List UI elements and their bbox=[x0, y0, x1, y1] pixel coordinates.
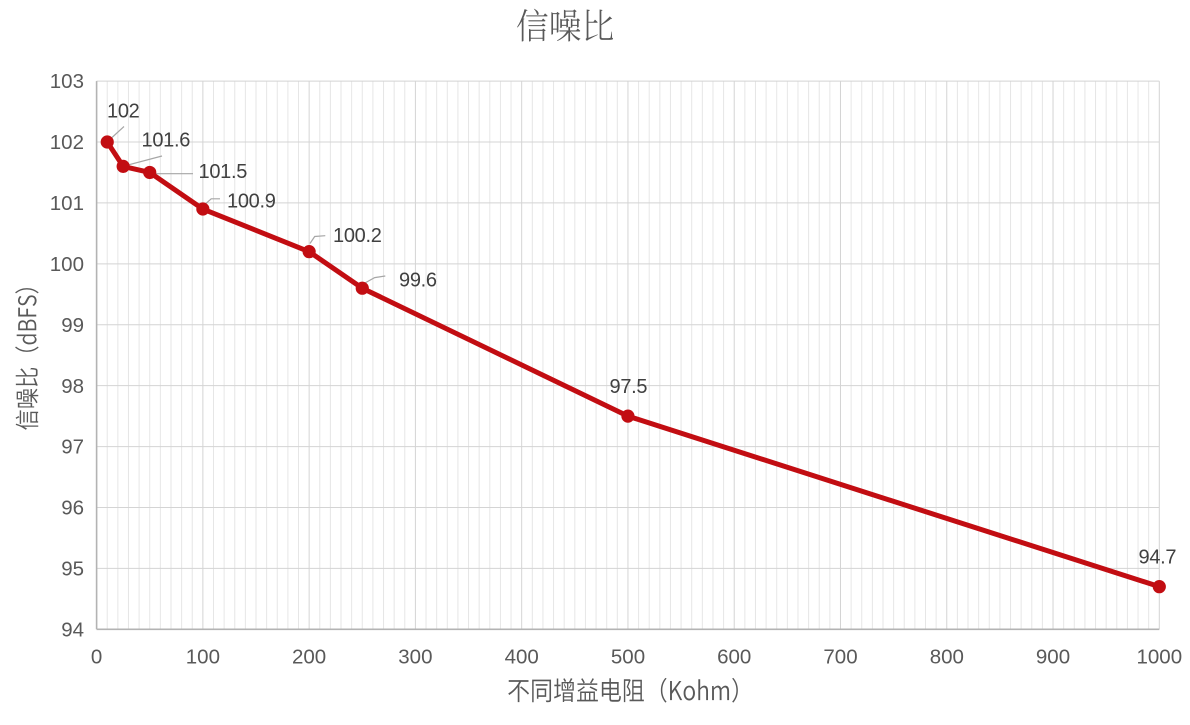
svg-text:101: 101 bbox=[50, 192, 84, 215]
svg-text:102: 102 bbox=[107, 101, 140, 123]
svg-text:100.2: 100.2 bbox=[333, 225, 382, 247]
svg-text:700: 700 bbox=[823, 646, 857, 669]
svg-text:100.9: 100.9 bbox=[227, 191, 276, 213]
svg-text:0: 0 bbox=[91, 646, 102, 669]
svg-text:94.7: 94.7 bbox=[1139, 547, 1177, 569]
svg-text:96: 96 bbox=[61, 497, 84, 520]
svg-text:95: 95 bbox=[61, 558, 84, 581]
svg-text:1000: 1000 bbox=[1136, 646, 1182, 669]
svg-text:97: 97 bbox=[61, 436, 84, 459]
svg-text:102: 102 bbox=[50, 131, 84, 154]
svg-text:500: 500 bbox=[611, 646, 645, 669]
svg-text:94: 94 bbox=[61, 618, 84, 641]
svg-text:103: 103 bbox=[50, 70, 84, 93]
svg-text:101.5: 101.5 bbox=[199, 161, 248, 183]
svg-text:101.6: 101.6 bbox=[142, 130, 191, 152]
svg-text:100: 100 bbox=[186, 646, 220, 669]
svg-text:98: 98 bbox=[61, 375, 84, 398]
svg-text:900: 900 bbox=[1036, 646, 1070, 669]
svg-text:100: 100 bbox=[50, 253, 84, 276]
svg-text:300: 300 bbox=[398, 646, 432, 669]
svg-text:800: 800 bbox=[930, 646, 964, 669]
svg-text:97.5: 97.5 bbox=[610, 376, 648, 398]
svg-text:99.6: 99.6 bbox=[399, 270, 437, 292]
svg-text:600: 600 bbox=[717, 646, 751, 669]
svg-text:99: 99 bbox=[61, 314, 84, 337]
svg-text:400: 400 bbox=[505, 646, 539, 669]
svg-text:200: 200 bbox=[292, 646, 326, 669]
